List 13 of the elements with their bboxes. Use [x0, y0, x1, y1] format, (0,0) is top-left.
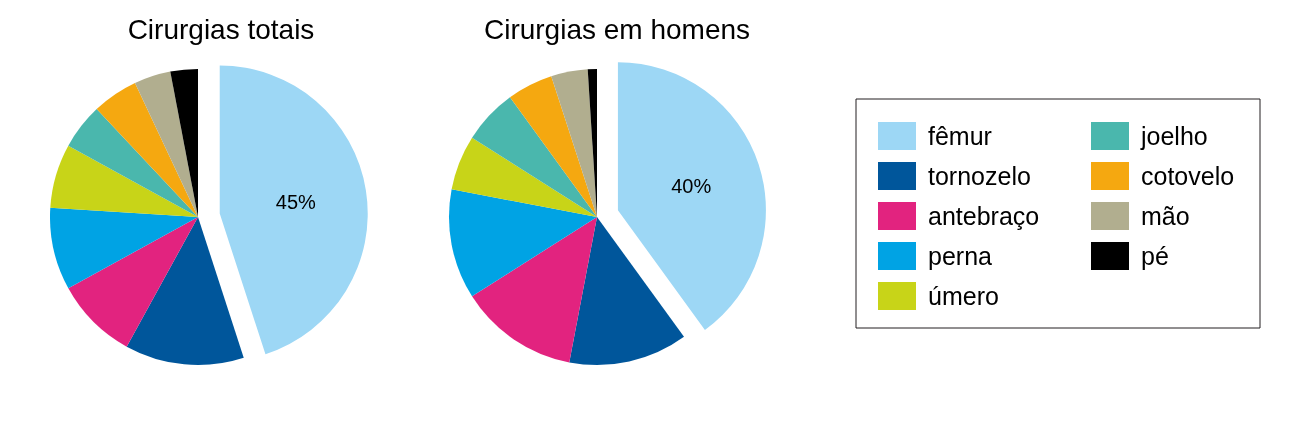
- legend-label: pé: [1141, 242, 1169, 270]
- legend-label: antebraço: [928, 202, 1040, 230]
- legend-label: fêmur: [928, 122, 992, 150]
- data-label: 45%: [275, 190, 317, 213]
- legend-label: úmero: [928, 282, 999, 310]
- legend-label: tornozelo: [928, 162, 1031, 190]
- legend-label: joelho: [1140, 122, 1208, 150]
- slice-label: Cirurgias em homens: [483, 13, 751, 45]
- legend-label: mão: [1141, 202, 1190, 230]
- legend-label: perna: [928, 242, 993, 270]
- data-label: 40%: [671, 175, 712, 198]
- legend-label: cotovelo: [1141, 162, 1235, 190]
- slice-label: Cirurgias totais: [127, 13, 315, 45]
